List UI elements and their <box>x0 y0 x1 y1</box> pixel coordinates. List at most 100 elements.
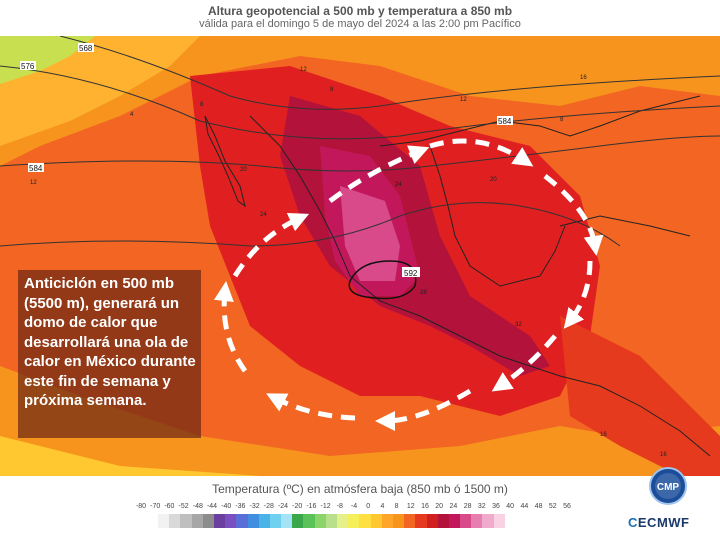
anticyclone-arrow-south <box>375 388 472 431</box>
temp-label: 12 <box>30 180 37 186</box>
legend-swatch <box>213 514 226 528</box>
coastline-gulf <box>429 145 566 287</box>
contour-584 <box>0 135 720 172</box>
coastline-mexico-west <box>249 115 531 367</box>
map-subtitle: válida para el domingo 5 de mayo del 202… <box>199 18 521 30</box>
legend-tick-label: -36 <box>235 503 246 510</box>
legend-swatch <box>392 514 405 528</box>
legend-swatch <box>482 514 494 528</box>
contour-576 <box>0 65 720 140</box>
legend-color-bar <box>158 514 505 528</box>
contour-label-584-east: 584 <box>498 117 512 126</box>
anticyclone-arrow-east <box>543 174 604 256</box>
header: Altura geopotencial a 500 mb y temperatu… <box>0 0 720 36</box>
legend-swatch <box>158 514 170 528</box>
legend-swatch <box>303 514 315 528</box>
ecmwf-logo-text: ECMWF <box>637 515 690 530</box>
legend-swatch <box>415 514 427 528</box>
legend-title: Temperatura (ºC) en atmósfera baja (850 … <box>212 482 508 496</box>
legend-swatch <box>493 514 505 528</box>
legend-tick-label: -60 <box>164 503 175 510</box>
temp-label: 28 <box>420 290 427 296</box>
legend-tick-label: 0 <box>366 503 371 510</box>
legend-tick-label: 12 <box>406 503 415 510</box>
legend-tick-label: 16 <box>421 503 429 510</box>
legend-tick-label: -48 <box>192 503 203 510</box>
ecmwf-logo: CECMWF <box>628 515 690 530</box>
anticyclone-arrow-southeast <box>563 260 593 329</box>
contour-label-576: 576 <box>21 62 35 71</box>
legend-swatch <box>258 514 270 528</box>
anticyclone-arrow-south-east <box>491 334 557 392</box>
legend-swatch <box>448 514 461 528</box>
temp-label: 8 <box>330 87 334 93</box>
legend-swatch <box>426 514 438 528</box>
mild-field-north <box>0 36 720 166</box>
heat-dome-core-inner <box>340 186 400 281</box>
temperature-labels: 16 12 12 4 8 20 24 24 20 28 32 16 16 12 … <box>30 67 667 458</box>
contour-568 <box>59 36 720 110</box>
legend-tick-label: -24 <box>277 503 289 510</box>
legend-tick-label: 52 <box>548 503 557 510</box>
legend-tick-label: 56 <box>563 503 571 510</box>
legend-tick-label: -28 <box>263 503 274 510</box>
legend-tick-label: 36 <box>492 503 500 510</box>
contour-label-592: 592 <box>404 269 418 278</box>
anticyclone-arrow-southwest <box>266 393 356 421</box>
legend-tick-label: 44 <box>520 503 529 510</box>
map-title: Altura geopotencial a 500 mb y temperatu… <box>207 4 513 18</box>
temp-label: 20 <box>240 167 247 173</box>
legend-swatch <box>236 514 248 528</box>
legend-tick-label: -32 <box>249 503 260 510</box>
legend-tick-label: -44 <box>206 503 218 510</box>
legend-tick-label: 4 <box>380 503 385 510</box>
temp-label: 20 <box>490 177 497 183</box>
legend-swatch <box>180 514 192 528</box>
anticyclone-arrow-northwest <box>232 212 310 278</box>
legend-tick-label: 40 <box>506 503 515 510</box>
temp-label: 8 <box>560 117 564 123</box>
temp-label: 16 <box>580 75 587 81</box>
legend-tick-label: -16 <box>306 503 317 510</box>
legend-tick-label: -80 <box>135 503 147 510</box>
anticyclone-arrow-north <box>328 145 430 204</box>
legend-tick-label: -52 <box>178 503 189 510</box>
contour-label-584: 584 <box>29 164 43 173</box>
legend-swatch <box>337 514 349 528</box>
legend-swatch <box>359 514 371 528</box>
contour-label-568: 568 <box>79 44 93 53</box>
coastline-cuba <box>559 215 691 237</box>
contour-588 <box>0 202 621 247</box>
legend-swatch <box>247 514 259 528</box>
annotation-text: Anticiclón en 500 mb (5500 m), generará … <box>24 275 196 409</box>
temp-label: 8 <box>200 102 204 108</box>
hot-field-east <box>560 316 720 476</box>
cmp-logo: CMP <box>649 467 687 505</box>
legend-swatch <box>437 514 449 528</box>
legend-swatch <box>325 514 337 528</box>
legend-tick-label: 32 <box>477 503 486 510</box>
temp-label: 24 <box>260 212 267 218</box>
coastline-central-america <box>529 365 711 457</box>
mild-field-south <box>0 366 720 476</box>
contour-592 <box>348 260 417 300</box>
legend-swatch <box>404 514 416 528</box>
legend-swatch <box>460 514 472 528</box>
cold-field-northwest <box>0 36 95 84</box>
weather-map: 568 576 584 584 592 16 12 12 4 8 20 24 2… <box>0 36 720 476</box>
temp-label: 16 <box>660 452 667 458</box>
legend-swatch <box>281 514 293 528</box>
legend-swatch <box>292 514 304 528</box>
legend-swatch <box>471 514 483 528</box>
coastline-usa-gulf <box>379 95 701 147</box>
legend-tick-label: -12 <box>320 503 331 510</box>
temp-label: 24 <box>395 182 402 188</box>
legend-swatch <box>269 514 282 528</box>
legend-swatch <box>225 514 237 528</box>
legend-tick-label: -70 <box>150 503 161 510</box>
temp-label: 12 <box>300 67 307 73</box>
legend-tick-label: 8 <box>394 503 399 510</box>
legend-tick-label: 24 <box>449 503 458 510</box>
legend-tick-label: -40 <box>221 503 232 510</box>
legend-swatch <box>191 514 203 528</box>
